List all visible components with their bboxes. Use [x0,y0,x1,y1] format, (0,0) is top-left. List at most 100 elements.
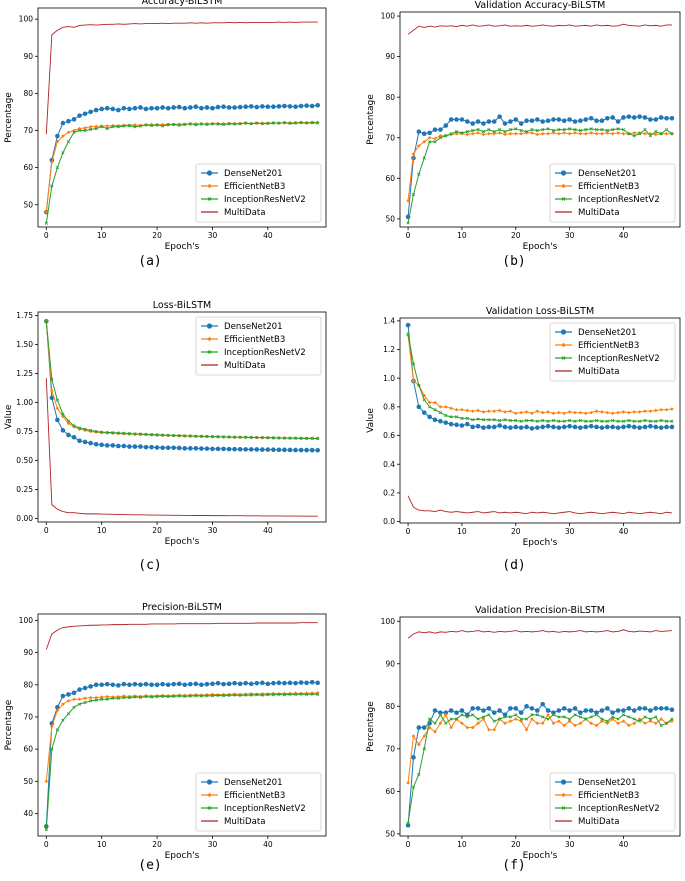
data-point-efficientnetb3 [546,410,550,414]
data-point-efficientnetb3 [61,134,65,138]
data-point-densenet201 [599,708,605,713]
data-point-densenet201 [631,708,637,713]
data-point-inceptionresnetv2 [205,694,209,698]
data-point-efficientnetb3 [653,408,658,413]
data-point-inceptionresnetv2 [288,692,292,697]
data-point-efficientnetb3 [61,414,65,419]
data-point-inceptionresnetv2 [481,715,486,719]
legend-label: EfficientNetB3 [224,335,285,345]
data-point-densenet201 [287,447,293,453]
data-point-inceptionresnetv2 [238,693,242,698]
data-point-efficientnetb3 [567,131,572,136]
data-point-densenet201 [110,106,116,112]
data-point-densenet201 [518,121,524,126]
series-line-multidata [407,629,672,639]
data-point-inceptionresnetv2 [605,128,609,133]
x-tick-label: 10 [97,231,107,240]
x-tick-label: 40 [263,231,273,240]
data-point-inceptionresnetv2 [471,418,475,422]
data-point-inceptionresnetv2 [299,121,303,125]
data-point-densenet201 [221,446,226,452]
data-point-densenet201 [99,442,104,448]
data-point-densenet201 [664,424,669,430]
data-point-inceptionresnetv2 [557,419,561,423]
data-point-efficientnetb3 [513,717,518,721]
data-point-inceptionresnetv2 [546,419,550,423]
x-tick-label: 10 [97,526,107,535]
data-point-inceptionresnetv2 [471,713,475,717]
data-point-inceptionresnetv2 [72,130,76,134]
data-point-inceptionresnetv2 [155,123,159,127]
y-tick-label: 80 [23,680,33,689]
data-point-inceptionresnetv2 [422,156,426,160]
data-point-inceptionresnetv2 [422,398,426,402]
data-point-densenet201 [237,104,243,110]
data-point-densenet201 [165,682,171,688]
data-point-inceptionresnetv2 [160,124,165,128]
data-point-inceptionresnetv2 [238,122,242,126]
data-point-inceptionresnetv2 [492,719,496,723]
y-tick-label: 60 [385,787,395,796]
data-point-efficientnetb3 [567,719,572,723]
data-point-efficientnetb3 [632,410,637,414]
data-point-densenet201 [454,117,459,122]
data-point-efficientnetb3 [535,132,540,137]
data-point-efficientnetb3 [406,781,410,785]
x-tick-label: 40 [263,526,273,535]
data-point-densenet201 [248,681,254,687]
data-point-densenet201 [160,681,165,687]
series-line-inceptionresnetv2 [407,333,672,422]
data-point-densenet201 [486,424,492,430]
data-point-inceptionresnetv2 [465,130,469,134]
y-tick-label: 0.75 [16,427,33,436]
legend-label: EfficientNetB3 [578,341,639,351]
data-point-inceptionresnetv2 [627,132,631,136]
data-point-inceptionresnetv2 [166,433,170,437]
y-tick-label: 1.25 [16,369,33,378]
data-point-inceptionresnetv2 [497,128,502,132]
x-tick-label: 30 [565,527,575,536]
legend: DenseNet201 EfficientNetB3 InceptionResNet… [195,316,322,376]
data-point-inceptionresnetv2 [584,717,588,721]
data-point-efficientnetb3 [411,734,416,738]
data-point-inceptionresnetv2 [541,128,545,132]
legend: DenseNet201 EfficientNetB3 InceptionResNet… [549,163,676,223]
data-point-inceptionresnetv2 [304,436,309,441]
data-point-inceptionresnetv2 [519,128,523,133]
legend-label: DenseNet201 [578,778,637,788]
data-point-efficientnetb3 [503,132,507,137]
data-point-densenet201 [265,447,271,452]
series-line-multidata [45,622,318,650]
data-point-inceptionresnetv2 [648,717,653,721]
data-point-densenet201 [154,105,160,111]
data-point-densenet201 [421,131,427,136]
data-point-inceptionresnetv2 [188,694,192,698]
data-point-inceptionresnetv2 [567,127,572,131]
data-point-densenet201 [545,708,551,713]
data-point-densenet201 [77,113,82,118]
legend-label: MultiData [578,208,620,218]
data-point-densenet201 [188,105,193,110]
y-tick-label: 90 [385,52,395,61]
data-point-inceptionresnetv2 [406,821,410,825]
data-point-efficientnetb3 [519,410,523,415]
data-point-densenet201 [572,424,578,430]
data-point-inceptionresnetv2 [664,128,669,132]
data-point-efficientnetb3 [166,122,170,126]
data-point-densenet201 [481,121,486,126]
x-tick-label: 10 [97,840,107,849]
data-point-efficientnetb3 [562,131,567,135]
x-axis-label: Epoch's [165,537,200,547]
data-point-densenet201 [605,115,610,121]
data-point-densenet201 [535,708,540,713]
y-tick-label: 80 [23,89,33,98]
data-point-inceptionresnetv2 [61,412,65,416]
data-point-densenet201 [60,693,66,699]
data-point-densenet201 [171,105,176,110]
y-tick-label: 60 [23,745,33,754]
data-point-inceptionresnetv2 [100,125,104,129]
data-point-densenet201 [60,120,66,126]
data-point-densenet201 [524,118,529,124]
data-point-inceptionresnetv2 [149,695,154,699]
data-point-densenet201 [77,438,82,444]
